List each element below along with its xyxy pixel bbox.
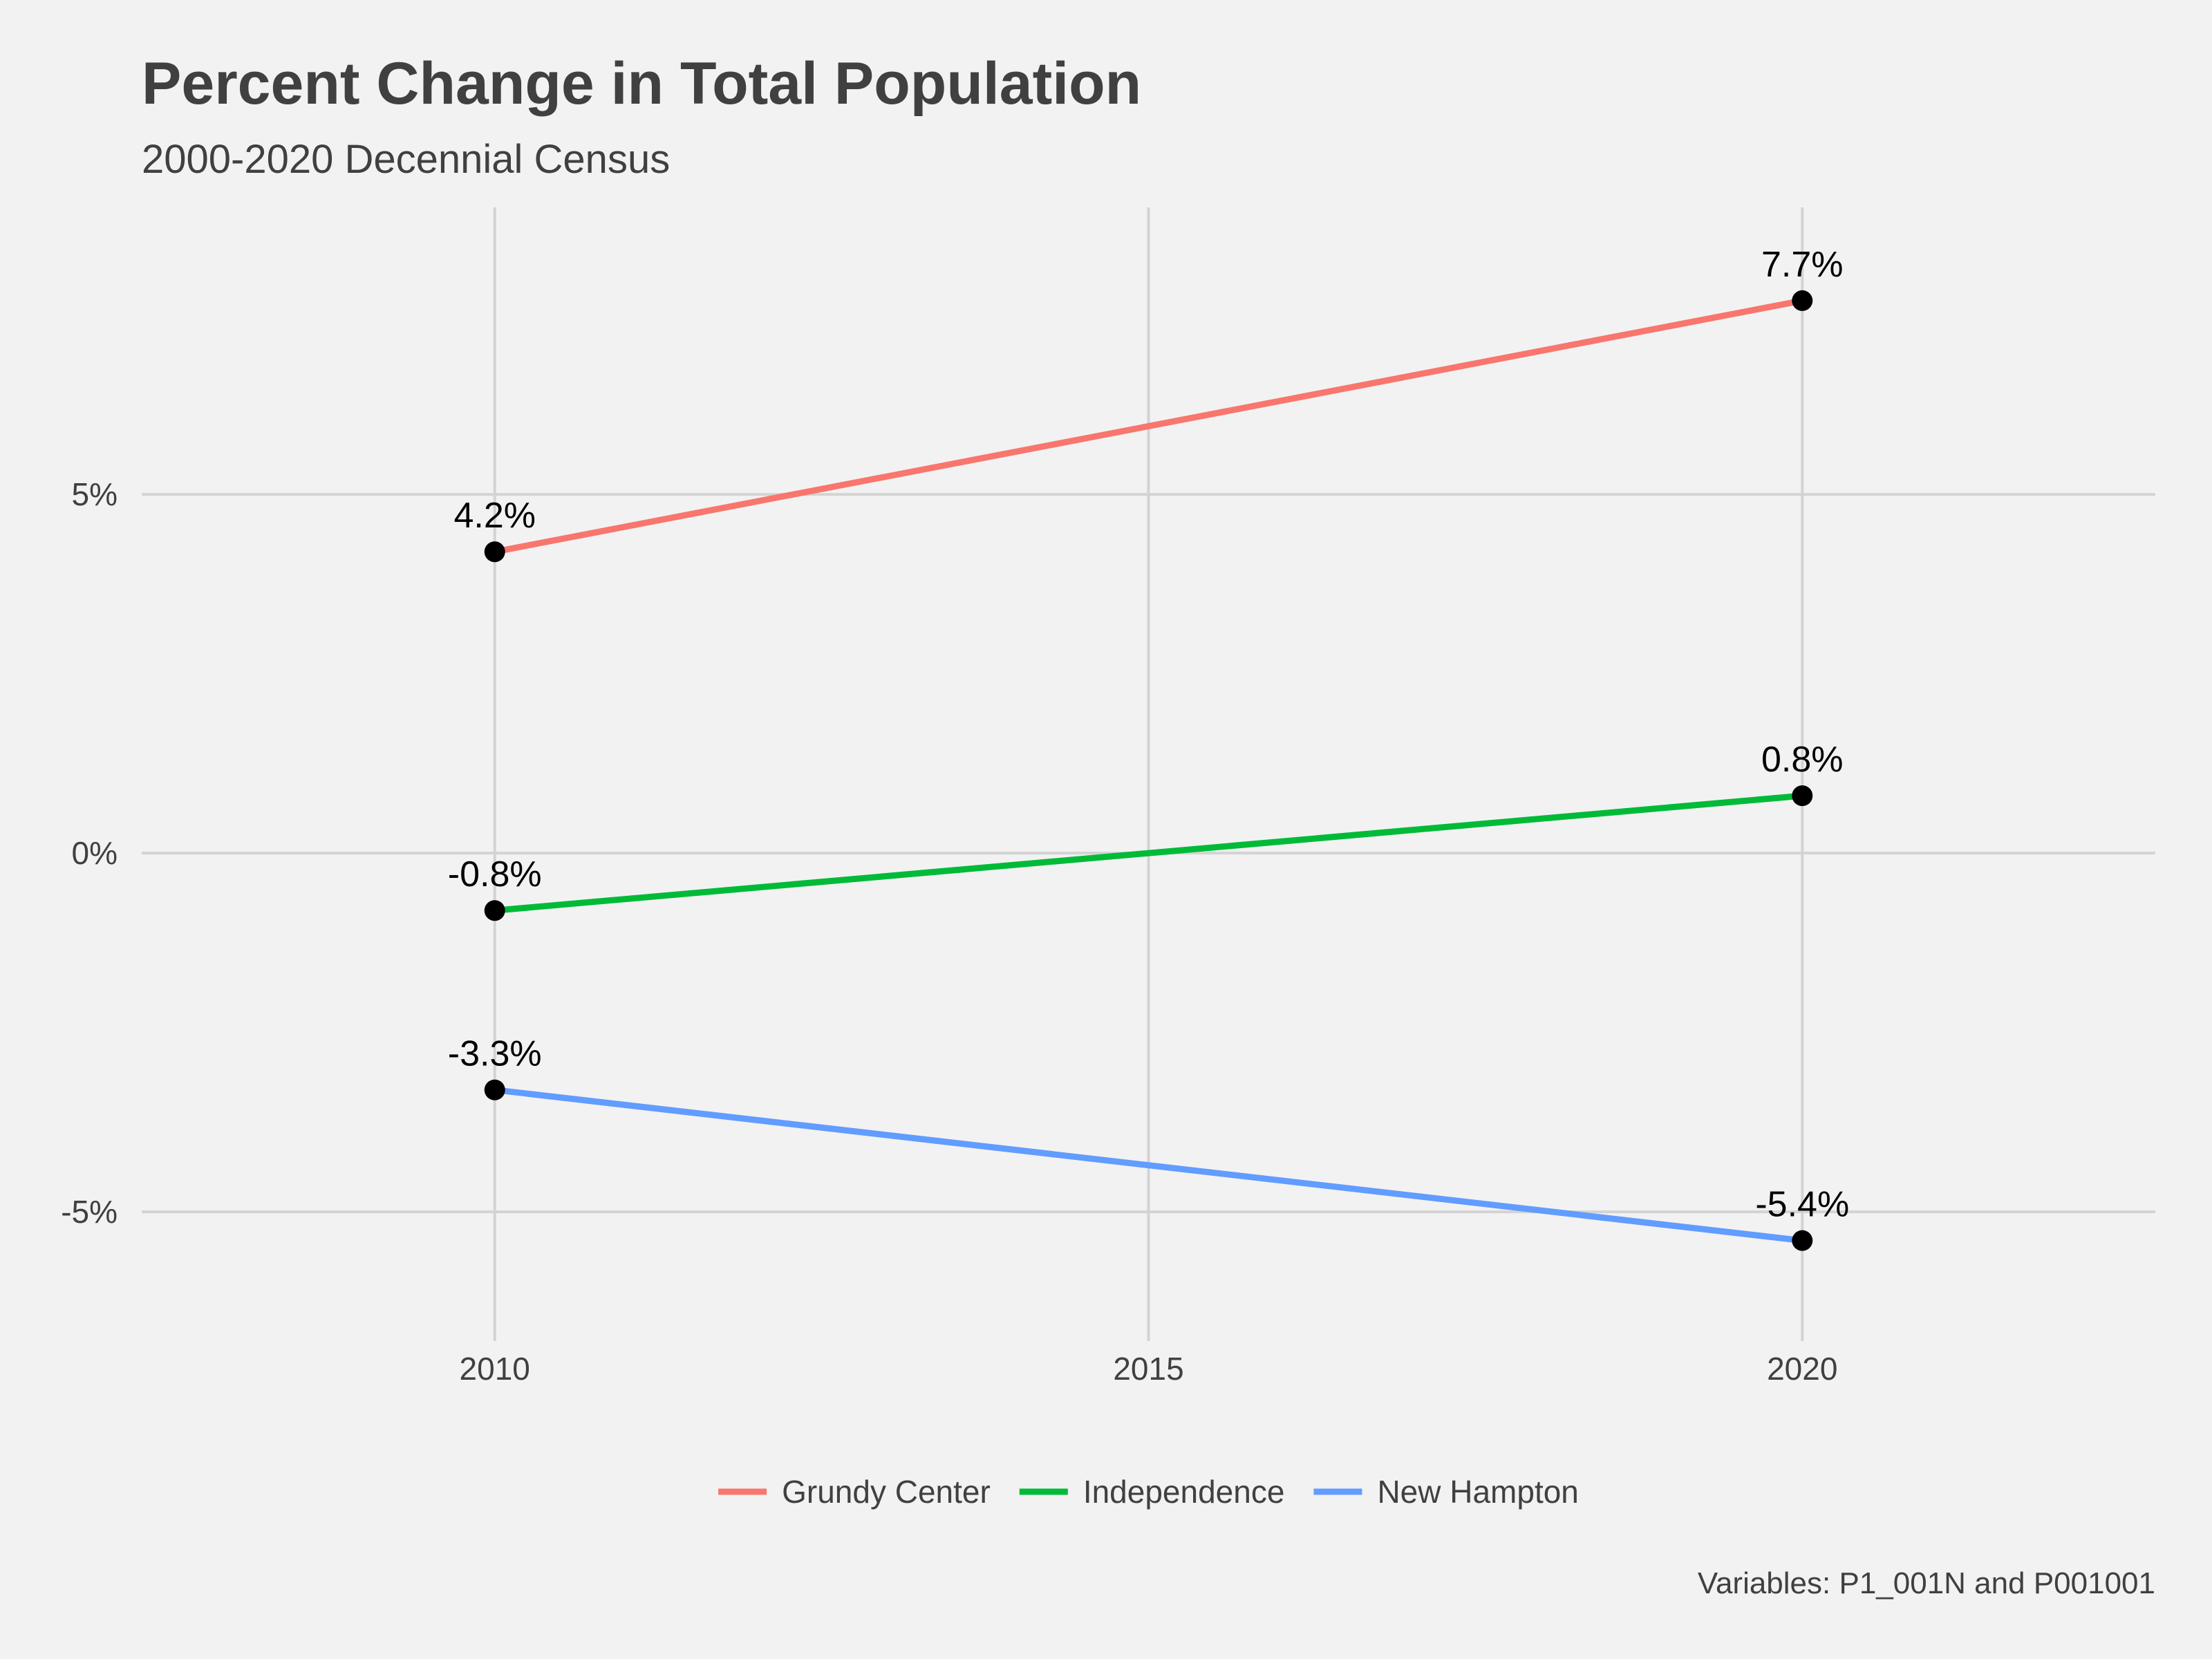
- legend-label-grundy-center: Grundy Center: [782, 1474, 991, 1510]
- x-tick-label: 2020: [1767, 1351, 1837, 1387]
- series-lines: [494, 297, 1803, 1244]
- data-point-new-hampton: [1792, 1230, 1813, 1251]
- grid: [142, 207, 2155, 1341]
- x-tick-label: 2010: [460, 1351, 530, 1387]
- series-line-grundy-center: [494, 297, 1803, 555]
- legend: Grundy Center Independence New Hampton: [718, 1474, 1579, 1510]
- data-label-independence: -0.8%: [448, 854, 542, 894]
- legend-label-new-hampton: New Hampton: [1377, 1474, 1578, 1510]
- data-point-independence: [1792, 785, 1813, 807]
- data-label-independence: 0.8%: [1761, 740, 1844, 780]
- data-labels: 4.2% 7.7% -0.8% 0.8% -3.3% -5.4%: [448, 245, 1849, 1225]
- data-label-grundy-center: 4.2%: [453, 496, 536, 536]
- data-label-new-hampton: -3.3%: [448, 1034, 542, 1074]
- data-points: [484, 290, 1813, 1251]
- chart-caption: Variables: P1_001N and P001001: [1698, 1566, 2155, 1600]
- series-line-independence: [494, 792, 1803, 914]
- data-label-new-hampton: -5.4%: [1755, 1185, 1849, 1225]
- y-tick-label: -5%: [61, 1194, 118, 1230]
- y-tick-label: 0%: [72, 835, 118, 871]
- y-tick-label: 5%: [72, 476, 118, 512]
- data-point-new-hampton: [484, 1079, 505, 1100]
- chart-subtitle: 2000-2020 Decennial Census: [142, 137, 670, 182]
- x-axis: 2010 2015 2020: [460, 1351, 1838, 1387]
- data-point-independence: [484, 900, 505, 921]
- data-point-grundy-center: [484, 541, 505, 563]
- series-line-new-hampton: [494, 1087, 1803, 1244]
- x-tick-label: 2015: [1113, 1351, 1183, 1387]
- data-label-grundy-center: 7.7%: [1761, 245, 1844, 285]
- legend-label-independence: Independence: [1083, 1474, 1285, 1510]
- data-point-grundy-center: [1792, 290, 1813, 311]
- y-axis: -5% 0% 5%: [61, 476, 118, 1230]
- chart-title: Percent Change in Total Population: [142, 50, 1141, 117]
